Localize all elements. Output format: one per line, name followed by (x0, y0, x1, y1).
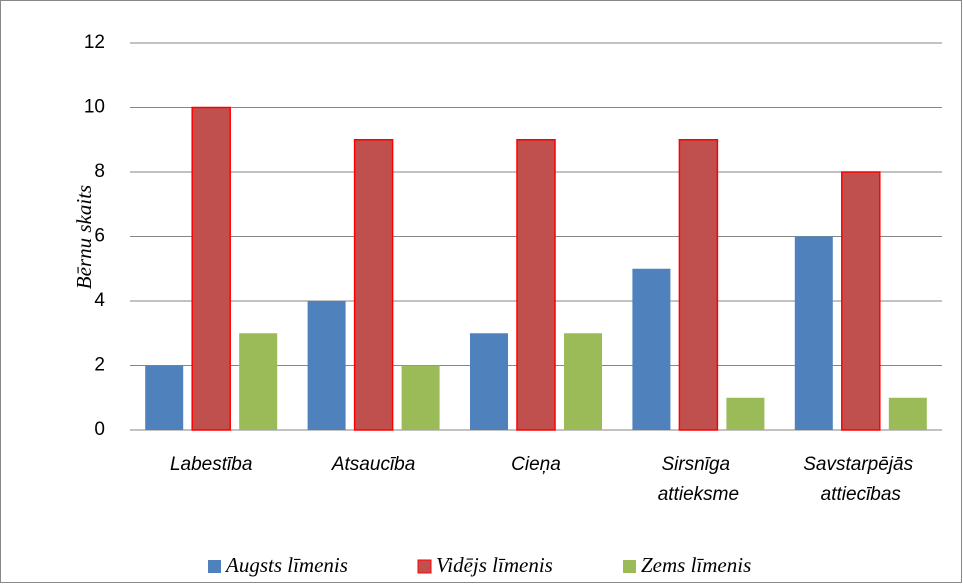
y-tick-label: 4 (94, 290, 105, 311)
bar (888, 397, 927, 430)
legend-label: Zems līmenis (641, 553, 751, 577)
bar (470, 333, 508, 430)
bar (307, 301, 346, 430)
y-tick-label: 10 (84, 97, 105, 118)
y-tick-label: 2 (94, 355, 105, 376)
y-axis-label: Bērnu skaits (72, 185, 96, 289)
legend-swatch (623, 560, 636, 573)
bar (239, 333, 278, 430)
legend-label: Vidējs līmenis (436, 553, 553, 577)
y-tick-label: 8 (94, 161, 105, 182)
y-tick-label: 6 (94, 226, 105, 247)
bar (353, 139, 394, 431)
bar (726, 397, 765, 430)
y-tick-label: 12 (84, 32, 105, 53)
bar (564, 333, 602, 430)
bar (145, 365, 184, 430)
legend-label: Augsts līmenis (224, 553, 348, 577)
y-tick-label: 0 (94, 419, 105, 440)
bar (841, 171, 881, 431)
legend-swatch (417, 559, 432, 574)
x-tick-label: Savstarpējās attiecības (803, 454, 918, 505)
x-tick-label: Cieņa (511, 454, 561, 475)
bar (632, 268, 671, 430)
x-tick-label: Atsaucība (331, 454, 415, 475)
bar (401, 365, 440, 430)
legend-swatch (208, 560, 221, 573)
x-tick-label: Sirsnīga attieksme (658, 454, 739, 505)
bar (678, 139, 719, 431)
x-tick-label: Labestība (170, 454, 252, 475)
bar (516, 139, 556, 431)
bar (191, 106, 231, 431)
bar (794, 236, 833, 430)
